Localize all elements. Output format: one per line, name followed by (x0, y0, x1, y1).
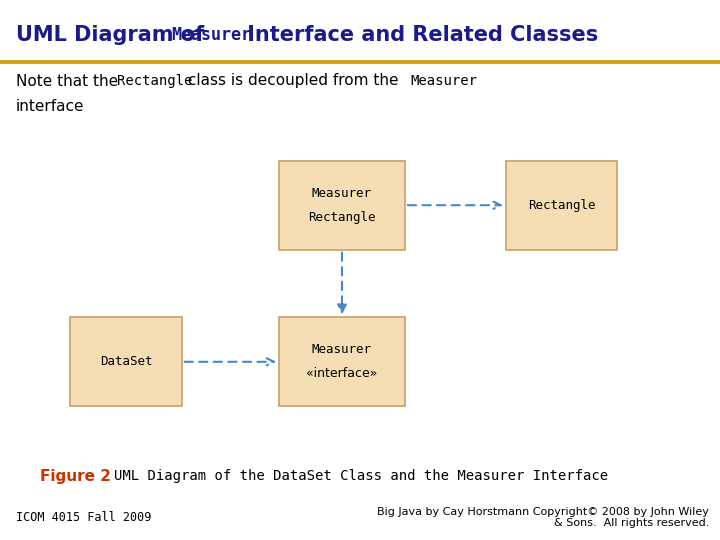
FancyBboxPatch shape (279, 317, 405, 406)
Text: interface: interface (16, 99, 84, 114)
FancyBboxPatch shape (279, 160, 405, 249)
Text: Measurer: Measurer (171, 26, 251, 44)
Text: Note that the: Note that the (16, 73, 123, 89)
FancyBboxPatch shape (505, 160, 618, 249)
Text: class is decoupled from the: class is decoupled from the (183, 73, 403, 89)
Text: Measurer: Measurer (312, 186, 372, 200)
Text: Rectangle: Rectangle (117, 74, 193, 88)
Text: Figure 2: Figure 2 (40, 469, 111, 484)
Text: UML Diagram of the DataSet Class and the Measurer Interface: UML Diagram of the DataSet Class and the… (114, 469, 608, 483)
Text: Rectangle: Rectangle (308, 211, 376, 224)
Text: UML Diagram of: UML Diagram of (16, 25, 212, 45)
Text: Measurer: Measurer (312, 343, 372, 356)
Text: Interface and Related Classes: Interface and Related Classes (240, 25, 598, 45)
Text: Rectangle: Rectangle (528, 199, 595, 212)
Text: Measurer: Measurer (410, 74, 477, 88)
Text: Big Java by Cay Horstmann Copyright© 2008 by John Wiley
& Sons.  All rights rese: Big Java by Cay Horstmann Copyright© 200… (377, 507, 709, 528)
Text: ICOM 4015 Fall 2009: ICOM 4015 Fall 2009 (16, 511, 151, 524)
FancyBboxPatch shape (70, 317, 181, 406)
Text: DataSet: DataSet (100, 355, 152, 368)
Text: «interface»: «interface» (306, 367, 378, 381)
